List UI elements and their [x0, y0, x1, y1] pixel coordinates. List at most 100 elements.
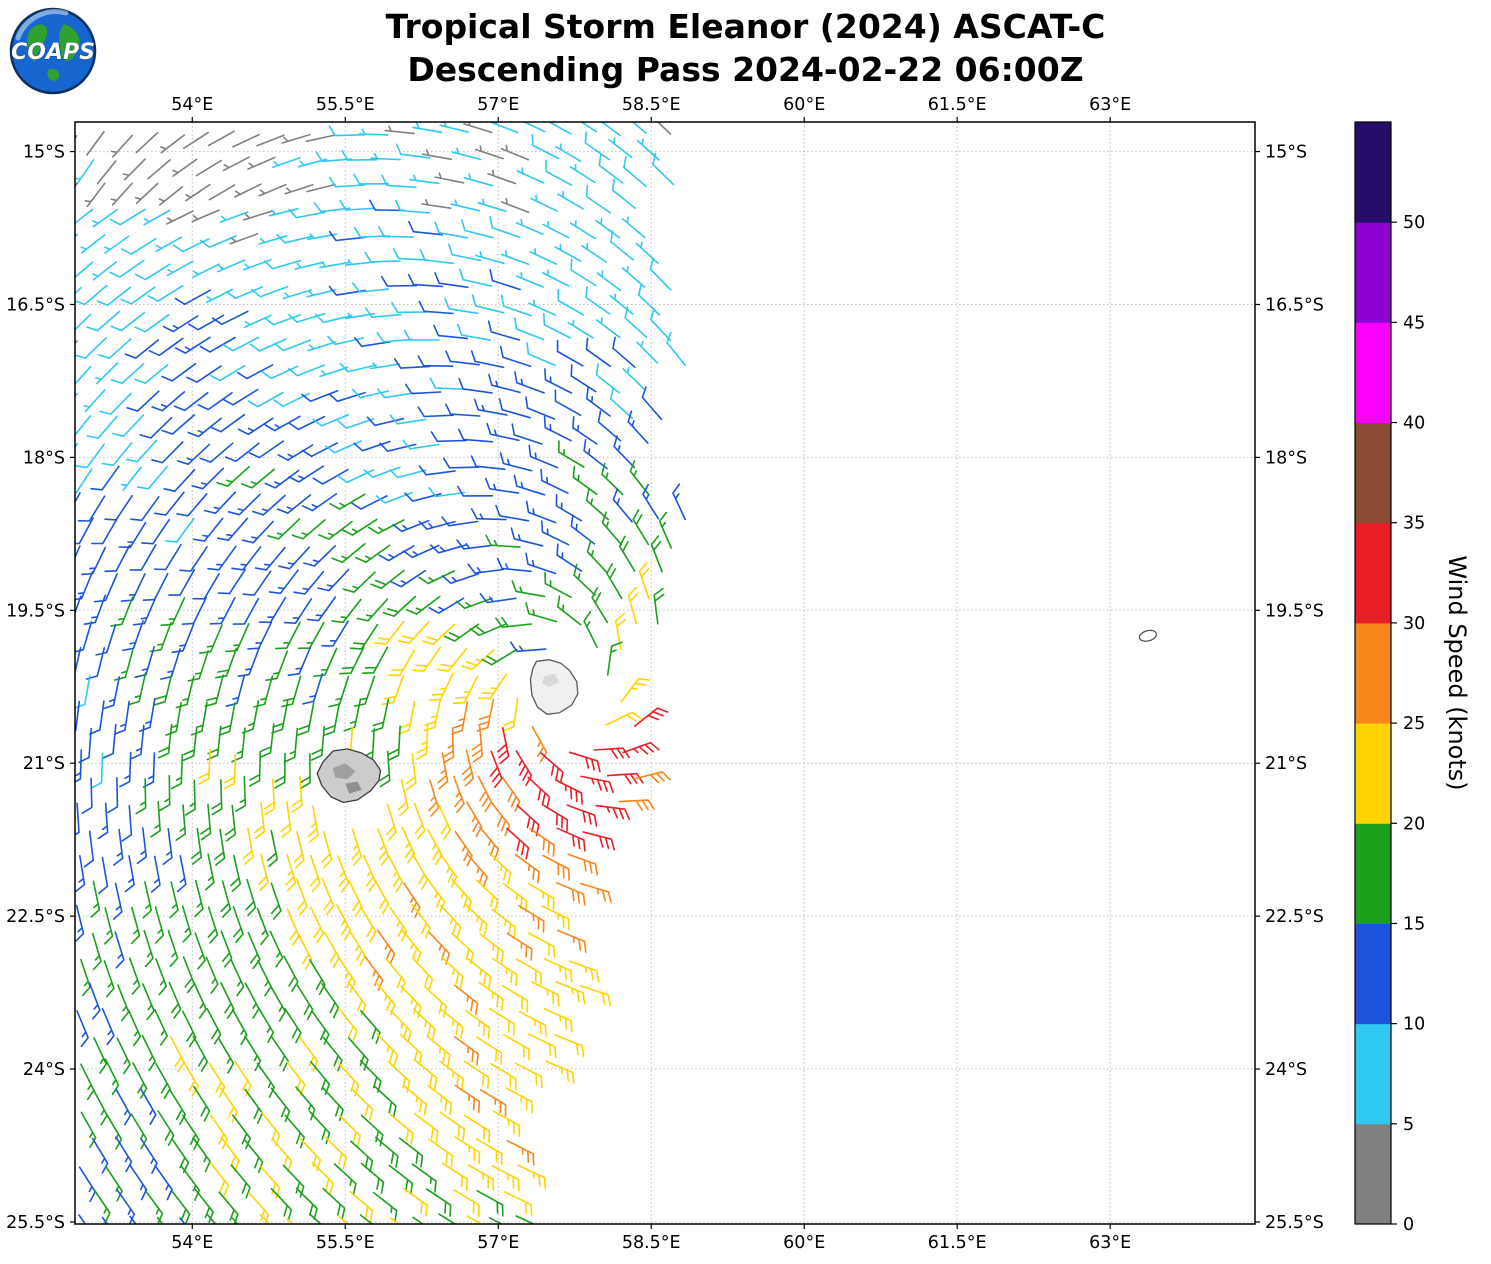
wind-barb — [310, 725, 326, 761]
wind-barb — [453, 1036, 479, 1066]
wind-barb — [245, 878, 257, 917]
island-east-terrain — [542, 673, 560, 687]
wind-barb — [601, 462, 624, 496]
wind-barb — [92, 932, 102, 971]
wind-barb — [299, 1138, 322, 1172]
wind-barb — [286, 1060, 306, 1096]
wind-barb — [230, 959, 245, 997]
wind-barb — [390, 1113, 414, 1145]
lat-tick-label-right: 24°S — [1265, 1060, 1307, 1080]
wind-barb — [99, 392, 132, 415]
wind-barb — [217, 1037, 235, 1074]
wind-barb — [388, 725, 401, 761]
wind-barb — [479, 933, 504, 964]
wind-barb — [627, 410, 649, 444]
wind-barb — [261, 365, 299, 380]
lon-tick-label-bottom: 57°E — [477, 1233, 519, 1253]
wind-barb — [425, 1188, 452, 1217]
wind-barb — [121, 805, 133, 842]
wind-barb — [609, 293, 634, 315]
lon-tick-label-top: 58.5°E — [622, 95, 681, 115]
wind-barb — [513, 474, 546, 496]
wind-barb — [187, 314, 225, 331]
wind-barb — [428, 597, 465, 614]
wind-barb — [516, 167, 545, 184]
wind-barb — [554, 243, 582, 262]
wind-barb — [269, 930, 284, 968]
wind-barb — [328, 285, 366, 296]
wind-barb — [463, 173, 494, 187]
wind-barb — [282, 1164, 305, 1198]
wind-barb — [130, 724, 145, 760]
wind-barb — [364, 251, 401, 263]
wind-barb — [208, 184, 236, 201]
wind-barb — [580, 122, 598, 133]
lat-tick-label-left: 25.5°S — [6, 1213, 65, 1233]
wind-barb — [321, 878, 335, 916]
wind-barb — [388, 649, 416, 676]
wind-barb — [182, 1060, 199, 1097]
wind-barb — [488, 852, 512, 885]
logo-cloud-swirl-icon — [15, 9, 69, 41]
wind-barb — [341, 149, 378, 161]
wind-barb — [75, 802, 80, 836]
wind-barb — [608, 137, 633, 159]
lat-tick-label-right: 21°S — [1265, 754, 1307, 774]
wind-barb — [499, 345, 532, 367]
wind-barb — [274, 621, 301, 650]
wind-barb — [210, 413, 246, 433]
wind-barb — [322, 1037, 343, 1072]
wind-barb — [361, 646, 389, 674]
wind-barb — [77, 495, 106, 522]
wind-barb — [187, 417, 222, 438]
wind-barb — [154, 491, 185, 516]
wind-barb — [456, 539, 494, 550]
wind-barb — [349, 1190, 374, 1223]
wind-barb — [489, 269, 521, 291]
wind-barb — [166, 260, 194, 277]
wind-barb — [176, 443, 211, 465]
wind-barb — [450, 199, 481, 212]
wind-barb — [331, 543, 366, 563]
wind-barb — [353, 675, 376, 707]
wind-barb — [527, 932, 556, 959]
wind-barb — [408, 220, 444, 236]
wind-barb — [175, 675, 195, 709]
grid-lines — [75, 122, 1255, 1224]
wind-barb — [459, 268, 493, 287]
wind-barb — [220, 982, 235, 1019]
wind-barb — [583, 439, 608, 470]
wind-barb — [515, 958, 542, 985]
wind-barb — [225, 286, 263, 300]
wind-barb — [309, 854, 321, 893]
wind-barb — [222, 156, 251, 172]
map-frame — [74, 121, 1256, 1225]
wind-barb — [225, 623, 250, 653]
wind-barb — [75, 443, 106, 469]
wind-barb — [80, 958, 91, 997]
wind-barb — [525, 500, 557, 524]
wind-barb — [461, 749, 475, 787]
wind-barb — [155, 236, 183, 253]
wind-barb — [404, 492, 442, 502]
wind-barb — [443, 457, 480, 469]
wind-barb — [514, 317, 545, 341]
wind-barb — [402, 544, 440, 559]
wind-barb — [543, 415, 572, 442]
wind-barb — [301, 389, 339, 403]
wind-barb — [530, 194, 558, 212]
wind-barb — [319, 261, 350, 269]
wind-barb — [579, 985, 612, 1007]
wind-barb — [173, 238, 210, 253]
lat-tick-label-left: 24°S — [23, 1060, 65, 1080]
wind-barb — [91, 517, 118, 545]
wind-barb — [489, 750, 503, 788]
wind-barb — [506, 827, 530, 860]
wind-barb — [633, 771, 671, 784]
wind-barb — [440, 904, 462, 939]
wind-barb — [515, 272, 544, 288]
wind-barb — [557, 191, 584, 210]
wind-barb — [217, 259, 246, 273]
wind-barb — [402, 439, 440, 450]
wind-barb — [635, 241, 659, 264]
